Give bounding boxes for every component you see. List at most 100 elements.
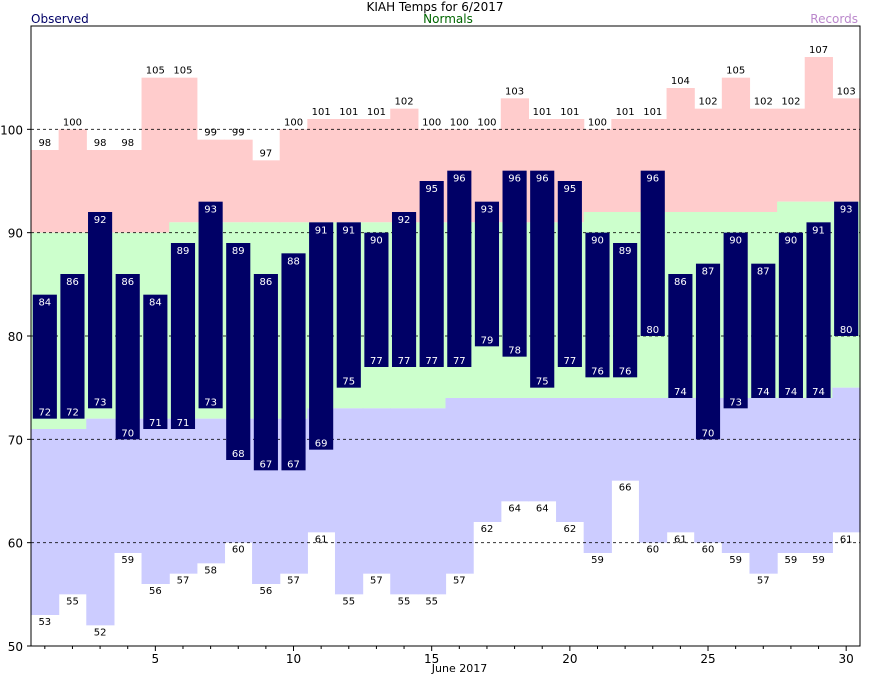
observed-low-label: 79 — [481, 335, 494, 346]
observed-low-label: 74 — [674, 387, 687, 398]
observed-low-label: 69 — [315, 439, 328, 450]
observed-bar — [143, 294, 168, 429]
observed-bar — [778, 232, 803, 398]
record-low-band — [583, 398, 612, 553]
record-low-label: 57 — [177, 576, 190, 587]
record-high-label: 100 — [588, 117, 607, 128]
record-high-label: 102 — [781, 97, 800, 108]
x-tick-label: 30 — [839, 652, 854, 666]
record-low-band — [58, 429, 87, 595]
observed-low-label: 77 — [563, 356, 576, 367]
record-low-band — [390, 408, 419, 595]
observed-low-label: 75 — [536, 377, 549, 388]
observed-high-label: 90 — [591, 236, 604, 247]
record-high-label: 101 — [643, 107, 662, 118]
record-high-label: 100 — [477, 117, 496, 128]
record-high-band — [611, 119, 640, 212]
observed-low-label: 67 — [260, 459, 273, 470]
record-high-label: 100 — [284, 117, 303, 128]
observed-low-label: 72 — [66, 408, 79, 419]
x-tick-label: 20 — [562, 652, 577, 666]
observed-high-label: 95 — [563, 184, 576, 195]
record-high-label: 104 — [671, 76, 690, 87]
observed-bar — [226, 243, 251, 460]
record-low-label: 64 — [508, 503, 521, 514]
x-tick-label: 10 — [286, 652, 301, 666]
x-tick-label: 25 — [700, 652, 715, 666]
legend-observed: Observed — [31, 12, 89, 26]
record-low-band — [666, 398, 695, 533]
observed-high-label: 90 — [785, 236, 798, 247]
observed-bar — [474, 201, 500, 347]
observed-bar — [115, 274, 140, 440]
record-low-band — [445, 398, 474, 574]
observed-bar — [530, 170, 555, 388]
record-low-label: 56 — [149, 586, 162, 597]
record-low-label: 57 — [453, 576, 466, 587]
record-high-label: 98 — [38, 138, 51, 149]
record-high-label: 99 — [204, 128, 217, 139]
record-low-label: 61 — [674, 534, 687, 545]
observed-high-label: 89 — [177, 246, 190, 257]
observed-high-label: 96 — [453, 174, 466, 185]
record-low-label: 61 — [315, 534, 328, 545]
observed-bar — [309, 222, 334, 450]
record-high-band — [749, 108, 778, 212]
record-low-band — [804, 398, 833, 553]
record-high-label: 100 — [63, 117, 82, 128]
observed-bar — [253, 274, 278, 471]
observed-low-label: 77 — [398, 356, 411, 367]
record-high-band — [279, 129, 308, 223]
record-low-band — [334, 408, 364, 595]
record-low-label: 59 — [785, 555, 798, 566]
observed-high-label: 88 — [287, 256, 300, 267]
record-low-band — [638, 398, 668, 543]
record-high-label: 102 — [754, 97, 773, 108]
observed-bar — [723, 232, 748, 409]
observed-high-label: 86 — [121, 277, 134, 288]
record-high-label: 101 — [533, 107, 552, 118]
observed-bar — [695, 263, 721, 440]
record-low-band — [141, 418, 170, 584]
record-high-label: 98 — [94, 138, 107, 149]
record-high-label: 105 — [146, 66, 165, 77]
observed-high-label: 91 — [315, 225, 328, 236]
observed-low-label: 77 — [425, 356, 438, 367]
observed-high-label: 93 — [204, 205, 217, 216]
record-high-band — [777, 108, 806, 202]
record-high-label: 100 — [450, 117, 469, 128]
record-high-label: 103 — [837, 86, 856, 97]
observed-low-label: 71 — [149, 418, 162, 429]
record-high-label: 105 — [726, 66, 745, 77]
legend-records: Records — [810, 12, 858, 26]
record-low-band — [196, 418, 226, 564]
observed-low-label: 70 — [121, 428, 134, 439]
observed-low-label: 71 — [177, 418, 190, 429]
record-low-label: 60 — [646, 545, 659, 556]
y-tick-label: 80 — [8, 330, 23, 344]
observed-bar — [281, 253, 306, 471]
record-high-label: 103 — [505, 86, 524, 97]
record-low-band — [113, 418, 143, 553]
record-low-band — [86, 418, 115, 626]
observed-high-label: 86 — [674, 277, 687, 288]
observed-low-label: 72 — [38, 408, 51, 419]
observed-low-label: 73 — [94, 397, 107, 408]
observed-bar — [751, 263, 776, 398]
observed-low-label: 67 — [287, 459, 300, 470]
observed-high-label: 96 — [508, 174, 521, 185]
observed-low-label: 70 — [702, 428, 715, 439]
record-low-label: 52 — [94, 627, 107, 638]
observed-bar — [170, 243, 196, 429]
record-low-label: 55 — [398, 596, 411, 607]
record-low-band — [473, 398, 502, 522]
legend-normals: Normals — [423, 12, 473, 26]
record-high-band — [252, 160, 281, 223]
observed-bar — [585, 232, 610, 378]
x-tick-label: 5 — [152, 652, 160, 666]
record-high-label: 101 — [560, 107, 579, 118]
record-low-band — [556, 398, 585, 522]
record-low-label: 58 — [204, 565, 217, 576]
observed-low-label: 74 — [812, 387, 825, 398]
